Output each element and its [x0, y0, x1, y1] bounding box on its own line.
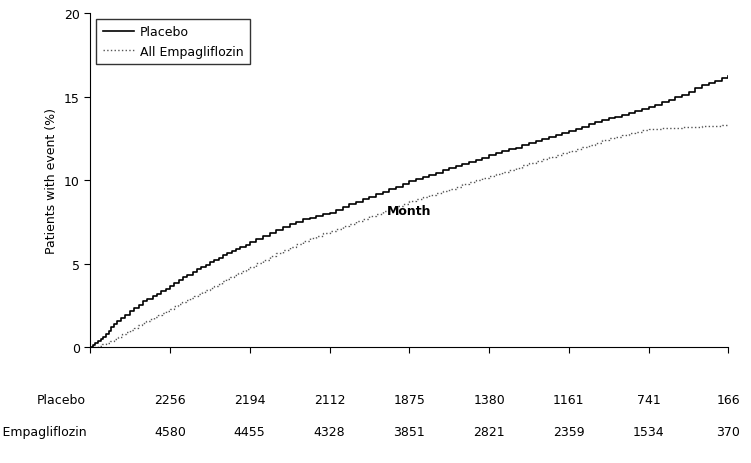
Text: 2112: 2112	[314, 393, 345, 406]
Placebo	[538, 137, 547, 143]
All Empagliflozin	[724, 123, 733, 128]
Placebo	[671, 95, 680, 101]
Placebo	[94, 339, 103, 344]
Text: 2256: 2256	[154, 393, 185, 406]
Text: 3851: 3851	[394, 425, 425, 438]
All Empagliflozin	[671, 125, 680, 131]
Text: 166: 166	[716, 393, 740, 406]
Placebo	[724, 75, 733, 80]
All Empagliflozin	[598, 138, 607, 144]
Y-axis label: Patients with event (%): Patients with event (%)	[45, 108, 59, 254]
Line: Placebo: Placebo	[90, 77, 728, 348]
All Empagliflozin	[229, 273, 238, 278]
Text: All Empagliflozin: All Empagliflozin	[0, 425, 86, 438]
Placebo	[86, 345, 95, 350]
All Empagliflozin	[98, 342, 107, 347]
Text: 741: 741	[637, 393, 661, 406]
Text: 1161: 1161	[553, 393, 584, 406]
Line: All Empagliflozin: All Empagliflozin	[90, 125, 728, 348]
Text: 1380: 1380	[473, 393, 505, 406]
Placebo	[598, 118, 607, 124]
Text: 370: 370	[716, 425, 740, 438]
Text: Month: Month	[387, 204, 432, 217]
Text: 2821: 2821	[473, 425, 505, 438]
Placebo	[228, 249, 237, 254]
Text: 4328: 4328	[314, 425, 345, 438]
All Empagliflozin	[86, 345, 95, 350]
Text: 4455: 4455	[234, 425, 266, 438]
Placebo	[96, 337, 105, 342]
Text: 4580: 4580	[154, 425, 185, 438]
Text: 1875: 1875	[394, 393, 425, 406]
Text: 1534: 1534	[633, 425, 665, 438]
All Empagliflozin	[101, 340, 110, 346]
All Empagliflozin	[538, 157, 547, 163]
Text: 2194: 2194	[234, 393, 265, 406]
Legend: Placebo, All Empagliflozin: Placebo, All Empagliflozin	[96, 20, 250, 65]
Text: Placebo: Placebo	[37, 393, 86, 406]
Text: 2359: 2359	[553, 425, 585, 438]
